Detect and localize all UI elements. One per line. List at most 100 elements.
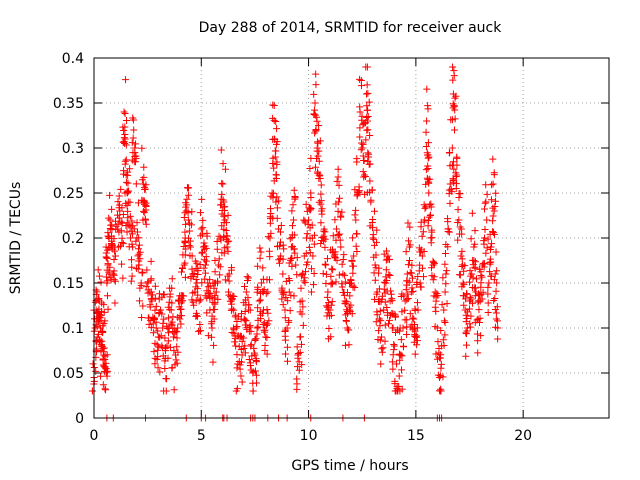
data-point <box>247 366 255 374</box>
data-point <box>325 324 333 332</box>
data-point <box>177 320 185 328</box>
data-point <box>213 245 221 253</box>
data-point <box>492 189 500 197</box>
data-point <box>425 179 433 187</box>
data-point <box>340 251 348 259</box>
x-tick-label: 15 <box>407 428 425 444</box>
data-point <box>336 230 344 238</box>
data-point <box>290 186 298 194</box>
data-point <box>166 284 174 292</box>
data-point <box>339 255 347 263</box>
data-point <box>271 153 279 161</box>
data-point <box>101 385 109 393</box>
data-point <box>451 94 459 102</box>
data-point <box>355 187 363 195</box>
data-point <box>165 314 173 322</box>
data-point <box>346 292 354 300</box>
data-point <box>424 154 432 162</box>
data-point <box>165 329 173 337</box>
data-point <box>316 137 324 145</box>
data-point <box>333 177 341 185</box>
data-point <box>403 330 411 338</box>
data-point <box>221 203 229 211</box>
data-point <box>211 299 219 307</box>
data-point <box>439 336 447 344</box>
data-point <box>197 225 205 233</box>
data-point <box>376 322 384 330</box>
data-point <box>204 332 212 340</box>
data-point <box>288 222 296 230</box>
data-point <box>134 265 142 273</box>
data-point <box>329 266 337 274</box>
data-point <box>99 381 107 389</box>
data-point <box>210 315 218 323</box>
data-point <box>231 338 239 346</box>
data-point <box>424 139 432 147</box>
data-point <box>236 333 244 341</box>
data-point <box>136 248 144 256</box>
data-point <box>364 157 372 165</box>
data-point <box>128 272 136 280</box>
data-point <box>434 338 442 346</box>
data-point <box>444 225 452 233</box>
data-point <box>206 276 214 284</box>
data-point <box>107 221 115 229</box>
data-point <box>336 194 344 202</box>
data-point <box>422 142 430 150</box>
data-point <box>276 242 284 250</box>
data-point <box>474 337 482 345</box>
data-point <box>194 285 202 293</box>
data-point <box>266 234 274 242</box>
data-point <box>401 316 409 324</box>
data-point <box>168 299 176 307</box>
data-point <box>190 301 198 309</box>
data-point <box>345 341 353 349</box>
data-point <box>140 197 148 205</box>
data-point <box>293 363 301 371</box>
data-point <box>290 292 298 300</box>
data-point <box>254 262 262 270</box>
data-point <box>242 317 250 325</box>
data-point <box>93 323 101 331</box>
data-point <box>307 194 315 202</box>
data-point <box>102 273 110 281</box>
data-point <box>220 212 228 220</box>
data-point <box>203 229 211 237</box>
data-point <box>303 230 311 238</box>
data-point <box>138 313 146 321</box>
data-point <box>233 317 241 325</box>
data-point <box>111 252 119 260</box>
data-point <box>194 291 202 299</box>
data-point <box>311 163 319 171</box>
x-axis-label: GPS time / hours <box>291 458 408 474</box>
data-point <box>328 280 336 288</box>
data-point <box>396 356 404 364</box>
data-point <box>307 288 315 296</box>
data-point <box>432 350 440 358</box>
data-point <box>262 289 270 297</box>
data-point <box>399 343 407 351</box>
data-point <box>331 254 339 262</box>
data-point <box>492 309 500 317</box>
data-point <box>421 204 429 212</box>
data-point <box>471 284 479 292</box>
data-point <box>308 221 316 229</box>
data-point <box>187 221 195 229</box>
data-point <box>383 303 391 311</box>
data-point <box>236 365 244 373</box>
data-point <box>423 149 431 157</box>
data-point <box>154 343 162 351</box>
data-point <box>277 221 285 229</box>
data-point <box>240 334 248 342</box>
data-point <box>313 117 321 125</box>
data-point <box>154 346 162 354</box>
data-point <box>219 180 227 188</box>
data-point <box>170 386 178 394</box>
data-point <box>468 209 476 217</box>
data-point <box>372 251 380 259</box>
data-point <box>473 316 481 324</box>
data-point <box>373 238 381 246</box>
data-point <box>314 168 322 176</box>
data-point <box>273 158 281 166</box>
data-point <box>404 294 412 302</box>
